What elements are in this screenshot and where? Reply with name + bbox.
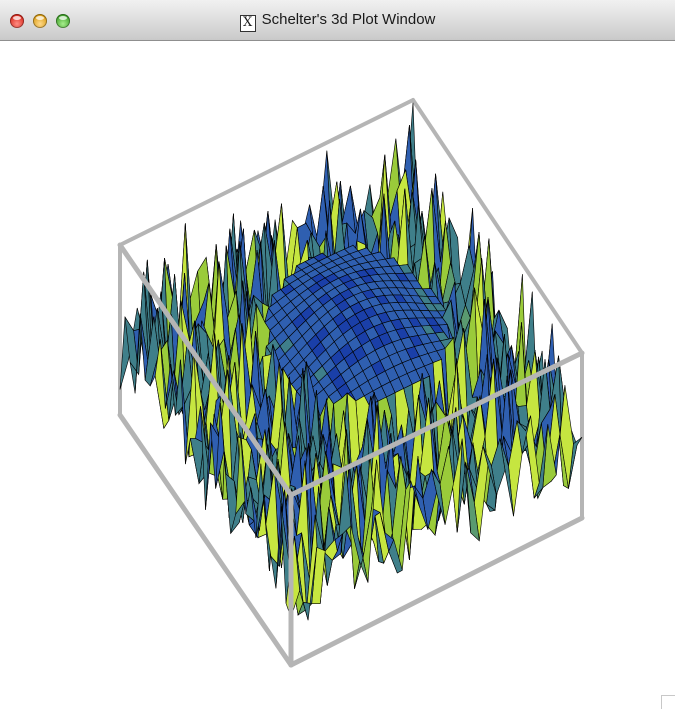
plot-box-front xyxy=(117,242,585,668)
title-bar[interactable]: X Schelter's 3d Plot Window xyxy=(0,0,675,41)
zoom-button[interactable] xyxy=(56,14,70,28)
resize-grip[interactable] xyxy=(661,695,675,709)
box-edge-top-front-right xyxy=(288,350,585,498)
3d-plot[interactable] xyxy=(0,41,675,709)
surface-mesh xyxy=(119,102,583,621)
x11-icon: X xyxy=(239,15,256,32)
plot-canvas[interactable] xyxy=(0,41,675,709)
box-edge-top-back-right xyxy=(411,98,584,355)
box-edge-top-back-left xyxy=(118,98,415,247)
window-title-text: Schelter's 3d Plot Window xyxy=(261,11,436,28)
window-title: X Schelter's 3d Plot Window xyxy=(0,11,675,32)
box-edge-top-front-left xyxy=(117,242,294,498)
minimize-button[interactable] xyxy=(33,14,47,28)
close-button[interactable] xyxy=(10,14,24,28)
box-edge-bottom-front-left xyxy=(117,412,294,668)
box-edge-bottom-front-right xyxy=(288,515,585,668)
